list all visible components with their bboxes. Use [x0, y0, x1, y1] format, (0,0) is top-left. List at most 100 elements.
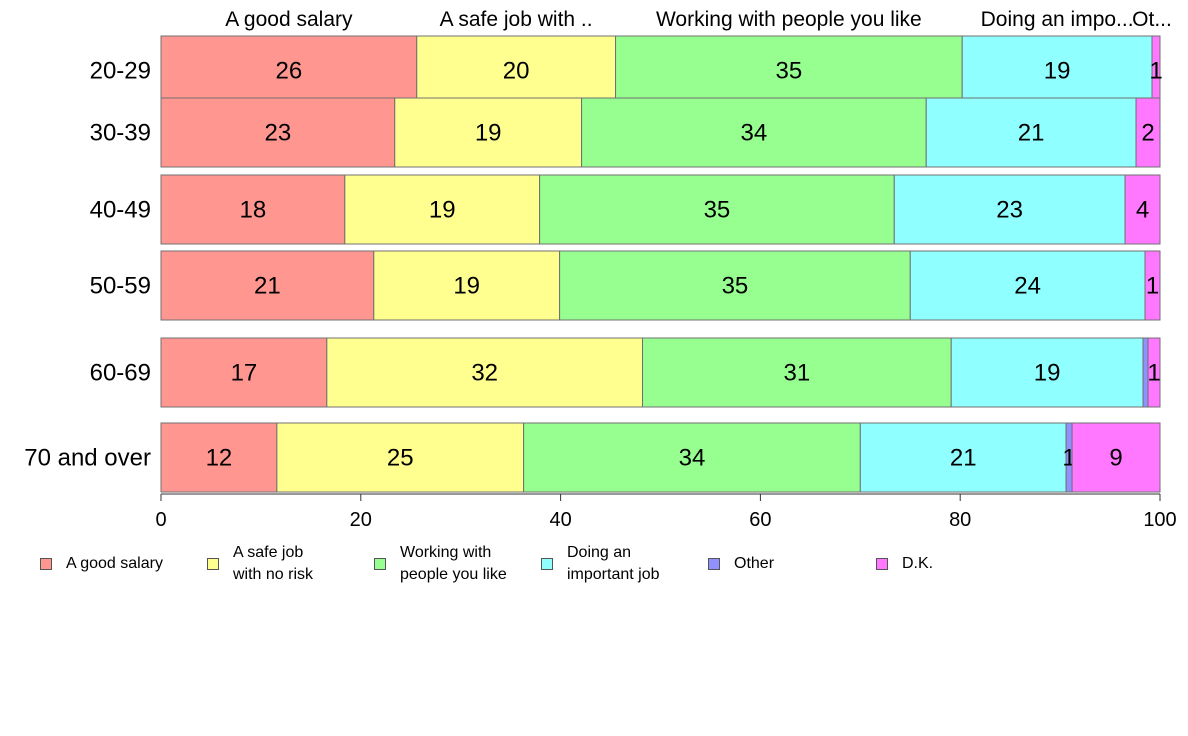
category-label: 60-69	[90, 360, 151, 387]
bar-segment	[1071, 422, 1161, 493]
legend-swatch	[708, 558, 720, 570]
bar-segment	[859, 422, 1067, 493]
data-label: 25	[387, 445, 414, 472]
data-label: 19	[453, 273, 480, 300]
bar-segment	[160, 337, 328, 408]
bar-segment	[961, 35, 1153, 106]
bar-segment	[950, 337, 1144, 408]
legend-swatch	[207, 558, 219, 570]
bar-segment	[1135, 97, 1161, 168]
data-label: 19	[429, 197, 456, 224]
data-label: 2	[1141, 120, 1154, 147]
data-label: 1	[1146, 273, 1159, 300]
data-label: 23	[265, 120, 292, 147]
bar-segment	[615, 35, 963, 106]
data-label: 18	[240, 197, 267, 224]
data-label: 35	[776, 58, 803, 85]
data-label: 21	[1018, 120, 1045, 147]
series-top-label: Working with people you like	[656, 8, 922, 31]
data-label: 34	[741, 120, 768, 147]
bar-segment	[160, 35, 418, 106]
legend-swatch	[876, 558, 888, 570]
data-label: 1	[1149, 58, 1162, 85]
legend-label: A safe job with no risk	[233, 544, 314, 583]
bar-segment	[160, 174, 346, 245]
bar-segment	[523, 422, 861, 493]
bar-segment	[160, 97, 396, 168]
bar-segment	[539, 174, 895, 245]
category-labels: 20-29 30-39 40-49 50-59 60-69 70 and over	[24, 58, 151, 472]
legend-swatch	[40, 558, 52, 570]
bar-segment	[1124, 174, 1161, 245]
bar-segment	[326, 337, 644, 408]
legend-label: Other	[734, 555, 775, 572]
data-label: 19	[475, 120, 502, 147]
data-label: 19	[1034, 360, 1061, 387]
data-label: 17	[231, 360, 258, 387]
bar-segment	[1144, 250, 1161, 321]
data-label: 1	[1147, 360, 1160, 387]
legend-label: Working with people you like	[400, 544, 507, 583]
legend-item: Doing an important job	[541, 540, 660, 588]
bar-segment	[344, 174, 541, 245]
data-label: 12	[206, 445, 233, 472]
data-label: 9	[1109, 445, 1122, 472]
data-label: 35	[704, 197, 731, 224]
data-label: 26	[276, 58, 303, 85]
legend-label: A good salary	[66, 555, 163, 572]
legend-label: Doing an important job	[567, 544, 660, 583]
data-label: 21	[950, 445, 977, 472]
bar-segment	[581, 97, 927, 168]
x-tick-label: 20	[350, 509, 372, 531]
bar-segment	[893, 174, 1126, 245]
x-axis: 0 20 40 60 80 100	[155, 493, 1177, 531]
data-label: 34	[679, 445, 706, 472]
legend-label: D.K.	[902, 555, 934, 572]
data-label: 24	[1014, 273, 1041, 300]
legend-swatch	[374, 558, 386, 570]
top-series-labels: A good salary A safe job with .. Working w…	[225, 8, 1172, 31]
bar-segment	[925, 97, 1137, 168]
series-top-label: Doing an impo...	[981, 8, 1134, 31]
legend-swatch	[541, 558, 553, 570]
data-label: 19	[1044, 58, 1071, 85]
data-label: 20	[503, 58, 530, 85]
legend: A good salary A safe job with no risk Work…	[0, 540, 1188, 590]
bar-segment	[160, 250, 375, 321]
bars: 26 20 35 19 123 19 34 21 218 19 35 23 421 19 35 24 117 32…	[160, 35, 1163, 493]
x-tick-label: 40	[549, 509, 571, 531]
legend-item: D.K.	[876, 540, 933, 588]
category-label: 70 and over	[24, 445, 151, 472]
bar-segment	[559, 250, 911, 321]
legend-item: A safe job with no risk	[207, 540, 313, 588]
bar-segment	[373, 250, 561, 321]
series-top-label: A good salary	[225, 8, 353, 31]
legend-item: A good salary	[40, 540, 163, 588]
series-top-label: A safe job with ..	[440, 8, 593, 31]
stacked-bar-chart: A good salary A safe job with .. Working w…	[24, 8, 1177, 531]
data-label: 21	[254, 273, 281, 300]
category-label: 50-59	[90, 273, 151, 300]
bar-segment	[1147, 337, 1161, 408]
x-tick-label: 80	[949, 509, 971, 531]
bar-segment	[394, 97, 583, 168]
data-label: 4	[1136, 197, 1149, 224]
bar-segment	[276, 422, 525, 493]
bar-segment	[909, 250, 1146, 321]
category-label: 20-29	[90, 58, 151, 85]
x-tick-label: 60	[749, 509, 771, 531]
data-label: 31	[784, 360, 811, 387]
x-tick-label: 100	[1143, 509, 1176, 531]
legend-item: Working with people you like	[374, 540, 507, 588]
category-label: 40-49	[90, 197, 151, 224]
bar-segment	[160, 422, 278, 493]
legend-item: Other	[708, 540, 774, 588]
bar-segment	[416, 35, 617, 106]
data-label: 35	[722, 273, 749, 300]
data-label: 32	[471, 360, 498, 387]
series-top-label: Ot...	[1132, 8, 1172, 31]
data-label: 23	[996, 197, 1023, 224]
category-label: 30-39	[90, 120, 151, 147]
bar-segment	[642, 337, 952, 408]
x-tick-label: 0	[155, 509, 166, 531]
